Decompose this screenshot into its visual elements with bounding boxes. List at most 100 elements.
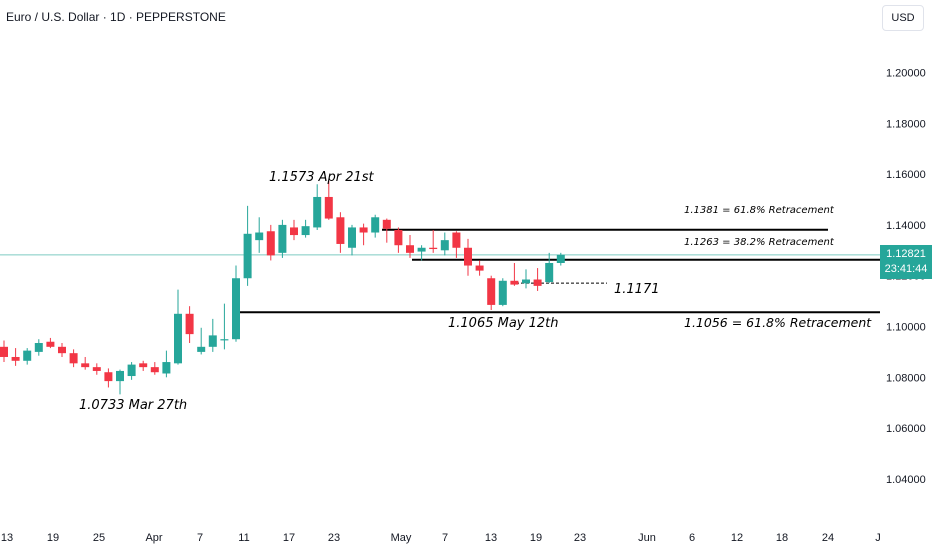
candle	[266, 224, 275, 261]
candle	[348, 224, 356, 256]
x-axis-tick-label: J	[875, 532, 881, 544]
candle	[324, 180, 333, 220]
candle	[498, 278, 507, 307]
candle-body	[11, 356, 20, 361]
price-annotation: 1.0733 Mar 27th	[79, 398, 187, 413]
candle-body	[46, 341, 55, 347]
candle	[475, 260, 484, 276]
candle-body	[58, 346, 66, 354]
candle-body	[522, 279, 530, 284]
candle	[278, 219, 287, 258]
candle-body	[232, 278, 240, 340]
candle	[533, 268, 542, 291]
candle	[417, 245, 426, 261]
x-axis-tick-label: 17	[283, 532, 295, 544]
candle	[556, 252, 565, 266]
candle	[510, 263, 519, 286]
retracement-level-label: 1.1381 = 61.8% Retracement	[684, 205, 835, 216]
x-axis-tick-label: 7	[442, 532, 448, 544]
current-price-tag: 1.12821 23:41:44	[880, 245, 932, 279]
candle	[208, 318, 217, 352]
candle	[301, 219, 310, 238]
y-axis-tick-label: 1.06000	[886, 423, 926, 435]
retracement-level-label: 1.1171	[614, 282, 660, 297]
x-axis-tick-label: 18	[776, 532, 788, 544]
x-axis[interactable]: 13 19 25 Apr 7 11 17 23 May 7 13 19 23 Jun 6 12 18 24 J	[1, 532, 881, 544]
candle	[220, 303, 229, 350]
candle	[464, 238, 472, 276]
candle	[232, 265, 240, 342]
x-axis-tick-label: 25	[93, 532, 105, 544]
candle-body	[220, 339, 229, 341]
candle-body	[197, 346, 206, 352]
x-axis-tick-label: Apr	[145, 532, 162, 544]
candle-body	[23, 350, 32, 361]
candle	[162, 350, 171, 378]
candle-body	[348, 227, 356, 248]
x-axis-tick-label: 19	[530, 532, 542, 544]
y-axis-tick-label: 1.04000	[886, 474, 926, 486]
y-axis-tick-label: 1.08000	[886, 372, 926, 384]
candle	[11, 348, 20, 366]
candle	[116, 369, 124, 395]
candle	[382, 218, 391, 243]
currency-button[interactable]: USD	[882, 5, 924, 31]
retracement-level-label: 1.1056 = 61.8% Retracement	[684, 315, 872, 330]
candle	[185, 306, 194, 344]
candle-body	[139, 363, 148, 368]
x-axis-tick-label: 6	[689, 532, 695, 544]
bar-countdown: 23:41:44	[884, 263, 928, 275]
candle	[23, 348, 32, 365]
chart-title: Euro / U.S. Dollar · 1D · PEPPERSTONE	[6, 10, 226, 24]
candle-body	[104, 372, 113, 382]
candle-body	[0, 346, 8, 357]
candles-layer	[0, 180, 565, 395]
y-axis[interactable]: 1.200001.180001.160001.140001.120001.100…	[886, 68, 926, 486]
candle-body	[81, 363, 90, 368]
candle	[197, 327, 206, 355]
candle	[81, 356, 90, 370]
candle-body	[174, 313, 182, 364]
candle	[522, 269, 530, 289]
x-axis-tick-label: 19	[47, 532, 59, 544]
candle-body	[266, 231, 275, 256]
candle	[0, 340, 8, 363]
candle	[174, 289, 182, 365]
x-axis-tick-label: 13	[1, 532, 13, 544]
candle-body	[498, 280, 507, 305]
candle-body	[464, 247, 472, 266]
candle-body	[417, 247, 426, 252]
candle	[394, 227, 403, 253]
candle	[46, 337, 55, 349]
candle-body	[394, 229, 403, 246]
candle-body	[475, 265, 484, 271]
retracement-level-label: 1.1263 = 38.2% Retracement	[684, 237, 835, 248]
y-axis-tick-label: 1.10000	[886, 322, 926, 334]
candle-body	[336, 217, 345, 244]
x-axis-tick-label: 12	[731, 532, 743, 544]
candle	[34, 339, 43, 356]
candle-body	[313, 196, 322, 228]
candle-body	[487, 278, 496, 305]
current-price-value: 1.12821	[886, 248, 926, 260]
candle	[104, 368, 113, 388]
candle-body	[185, 313, 194, 335]
y-axis-tick-label: 1.14000	[886, 220, 926, 232]
x-axis-tick-label: 24	[822, 532, 834, 544]
candle	[139, 360, 148, 371]
candle	[290, 219, 298, 241]
candle-body	[440, 240, 449, 251]
candle-body	[69, 353, 78, 364]
candle	[452, 231, 461, 258]
y-axis-tick-label: 1.18000	[886, 118, 926, 130]
candle-body	[359, 227, 368, 233]
x-axis-tick-label: Jun	[638, 532, 656, 544]
candle-body	[278, 224, 287, 253]
candle	[127, 362, 136, 380]
candle-body	[162, 362, 171, 374]
candle-body	[208, 335, 217, 347]
candle	[58, 343, 66, 357]
candle-body	[556, 254, 565, 263]
candle	[545, 252, 554, 284]
